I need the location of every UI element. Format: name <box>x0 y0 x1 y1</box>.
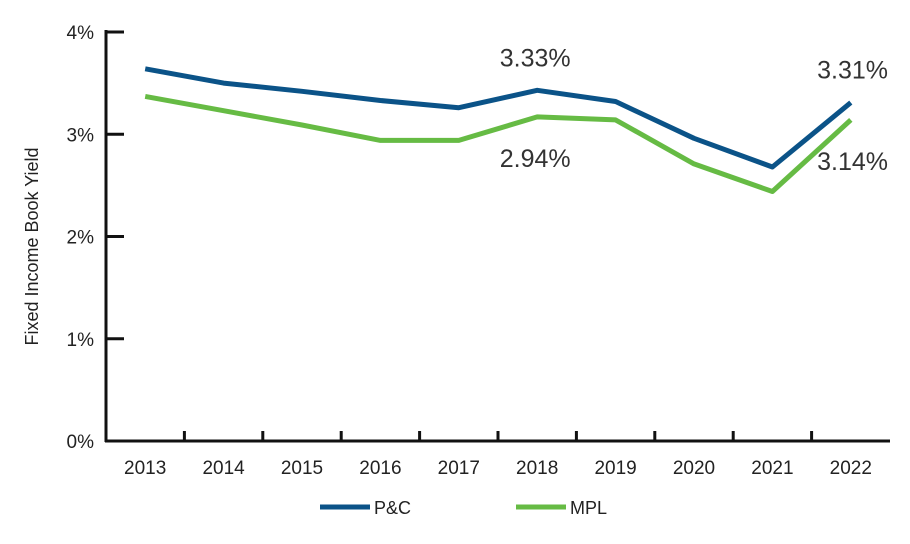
x-tick-label: 2019 <box>594 458 636 479</box>
data-label: 3.14% <box>817 148 888 176</box>
series-line-pc <box>144 66 853 170</box>
y-tick-label: 2% <box>67 228 95 249</box>
x-tick-label: 2020 <box>673 458 715 479</box>
series-lines <box>144 66 853 194</box>
y-axis-title: Fixed Income Book Yield <box>22 147 42 345</box>
chart-legend: P&C MPL <box>320 498 607 518</box>
x-tick-label: 2014 <box>202 458 245 479</box>
x-tick-label: 2013 <box>124 458 166 479</box>
data-label: 3.31% <box>817 57 888 85</box>
axis-ticks: 0% 1% 2% 3% 4% 2013 2014 2015 2016 2017 2018 2019 20… <box>67 23 872 479</box>
data-label: 3.33% <box>500 44 571 72</box>
x-tick-label: 2017 <box>438 458 480 479</box>
chart-axes <box>104 30 890 443</box>
x-tick-label: 2016 <box>359 458 401 479</box>
legend-label: P&C <box>374 498 411 518</box>
y-tick-label: 1% <box>67 330 95 351</box>
x-tick-label: 2022 <box>830 458 872 479</box>
y-tick-label: 0% <box>67 432 95 453</box>
x-tick-label: 2018 <box>516 458 558 479</box>
x-tick-label: 2015 <box>281 458 323 479</box>
y-tick-label: 3% <box>67 125 95 146</box>
series-line-mpl <box>144 93 853 194</box>
legend-label: MPL <box>570 498 607 518</box>
data-label: 2.94% <box>500 145 571 173</box>
data-annotations: 3.33% 2.94% 3.31% 3.14% <box>500 44 888 176</box>
y-tick-label: 4% <box>67 23 95 44</box>
x-tick-label: 2021 <box>751 458 793 479</box>
